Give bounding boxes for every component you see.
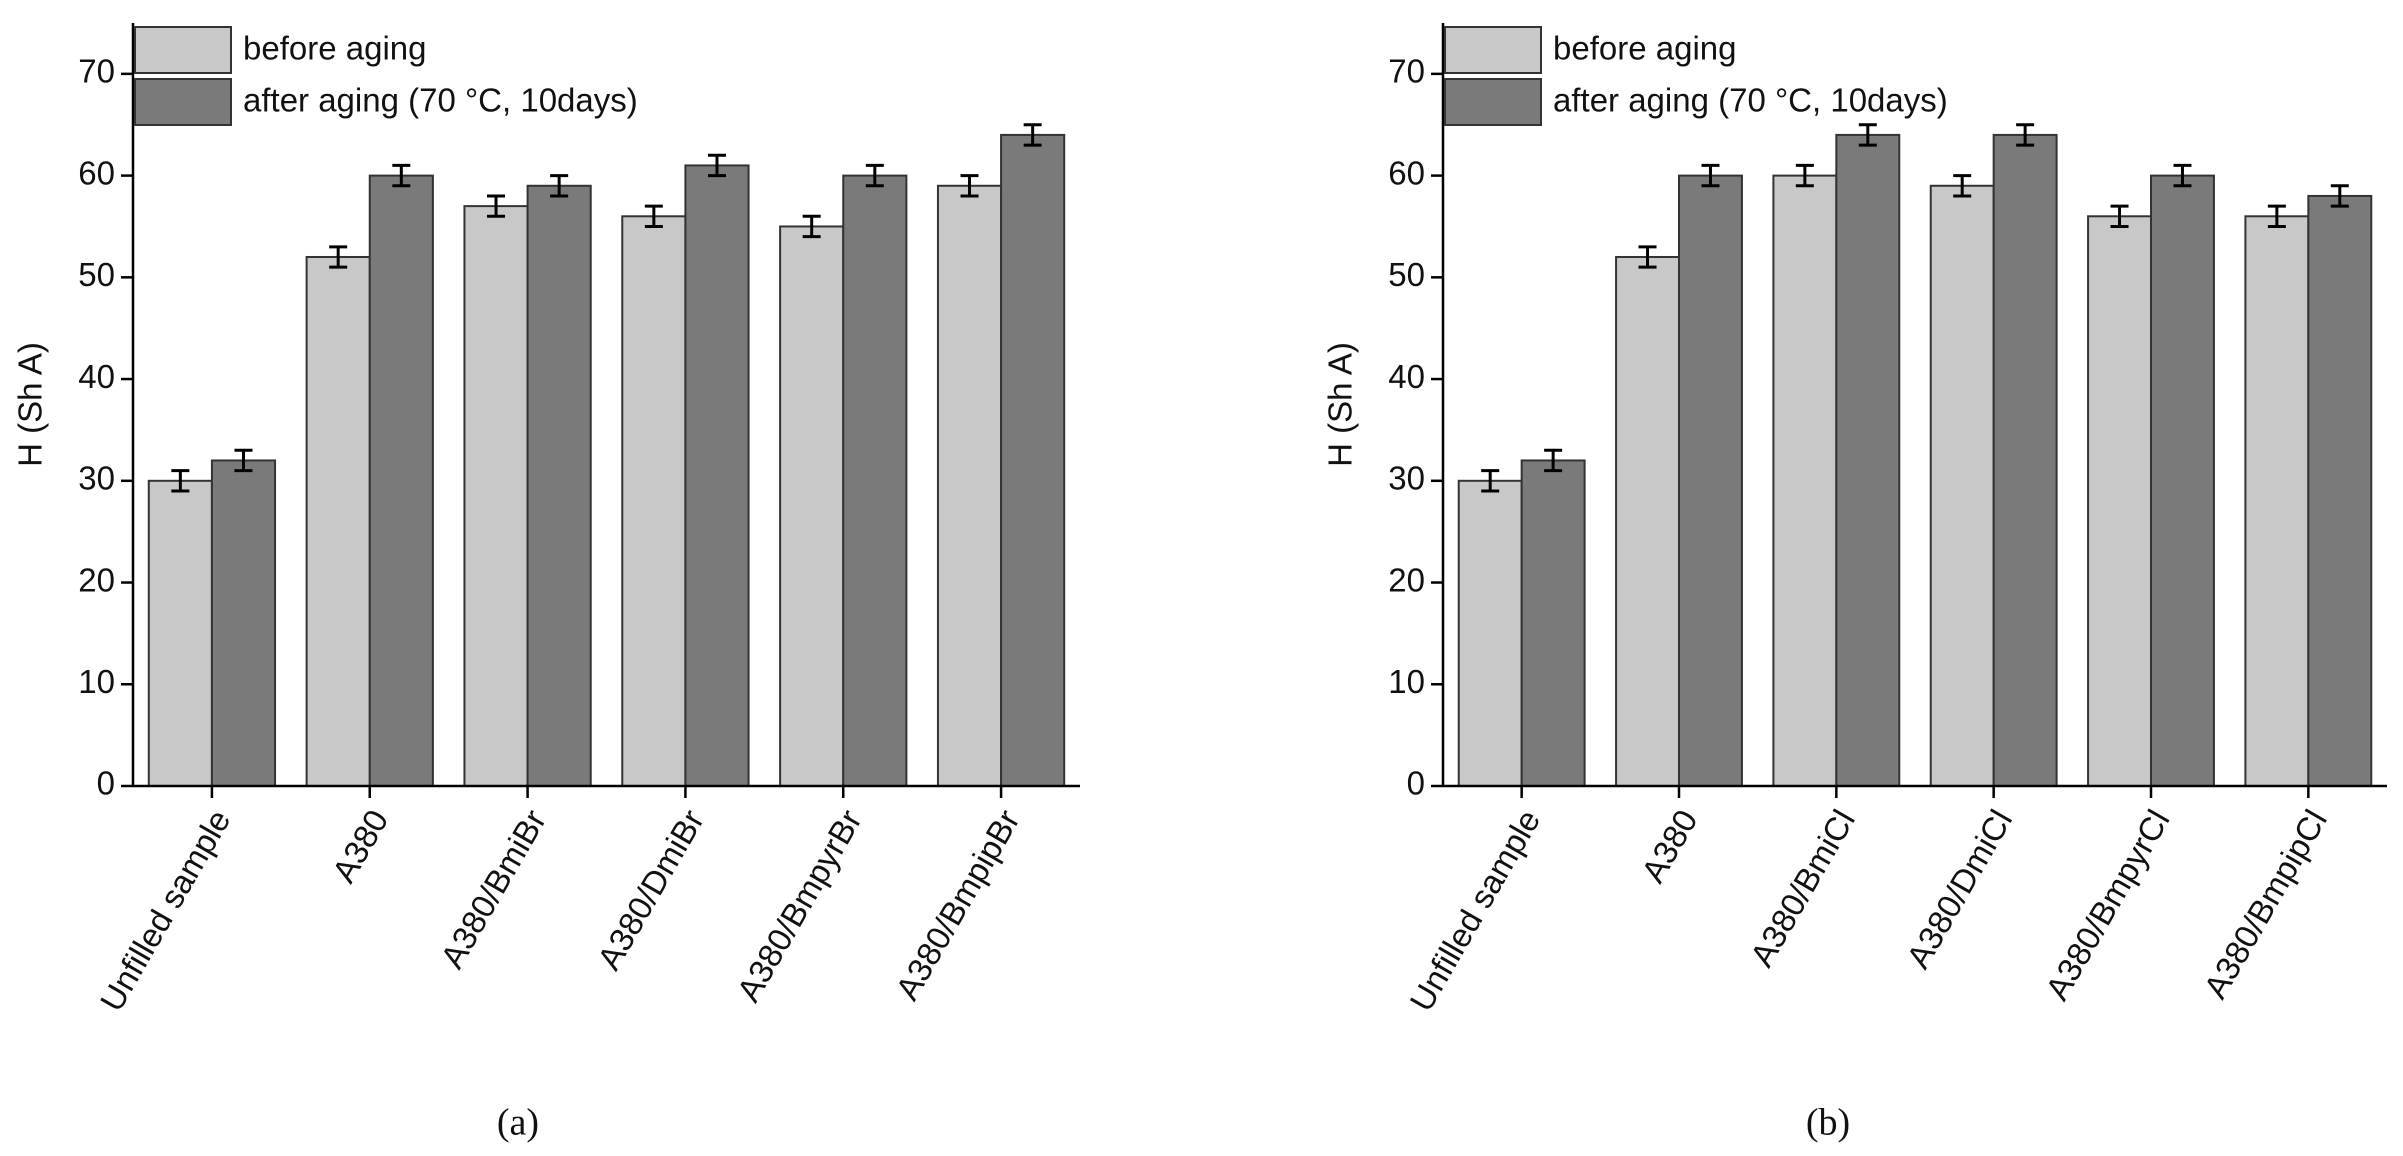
bar (2150, 174, 2215, 788)
error-bar (1023, 123, 1042, 147)
bar (779, 225, 845, 787)
error-bar (392, 163, 411, 188)
error-bar (2330, 184, 2349, 208)
y-tick-label: 60 (1388, 154, 1425, 191)
legend-label: before aging (1553, 30, 1736, 67)
bar (1615, 255, 1680, 787)
error-bar (1481, 469, 1500, 493)
y-tick-label: 50 (78, 256, 115, 293)
error-bar (865, 163, 884, 188)
bar (2307, 194, 2373, 788)
y-tick-label: 70 (78, 53, 115, 90)
bar (1992, 133, 2058, 787)
x-tick-label: A380 (325, 803, 396, 888)
legend-swatch (134, 26, 232, 74)
error-bar (234, 448, 253, 473)
legend-swatch (1444, 78, 1542, 126)
legend-label: after aging (70 °C, 10days) (243, 82, 638, 119)
y-tick-label: 10 (78, 663, 115, 700)
x-tick-label: A380/DmiCl (1899, 803, 2019, 974)
error-bar (1858, 123, 1877, 147)
bar (2244, 215, 2310, 787)
caption: (a) (497, 1102, 539, 1144)
x-tick-label: A380/BmpyrBr (730, 803, 869, 1007)
bar (842, 174, 908, 788)
error-bar (1795, 163, 1814, 188)
legend-label: before aging (243, 30, 426, 67)
y-tick-label: 20 (1388, 561, 1425, 598)
y-tick-label: 60 (78, 154, 115, 191)
y-tick-label: 70 (1388, 53, 1425, 90)
y-axis-label: H (Sh A) (12, 342, 49, 467)
bar (2087, 215, 2152, 787)
bar (1000, 133, 1066, 787)
error-bar (1701, 163, 1720, 188)
x-tick-label: A380/BmpipBr (888, 803, 1026, 1006)
error-bar (487, 194, 506, 218)
error-bar (960, 174, 979, 198)
error-bar (2110, 204, 2129, 228)
error-bar (1544, 448, 1563, 473)
error-bar (802, 214, 821, 239)
y-tick-label: 30 (78, 460, 115, 497)
x-tick-label: Unfilled sample (93, 803, 238, 1017)
error-bar (1953, 174, 1972, 198)
x-tick-label: A380/BmpipCl (2196, 803, 2334, 1004)
bar (147, 479, 213, 787)
bar (1678, 174, 1743, 788)
bar (936, 184, 1003, 788)
y-tick-label: 10 (1388, 663, 1425, 700)
bar (305, 255, 371, 787)
error-bar (550, 174, 569, 198)
y-tick-label: 30 (1388, 460, 1425, 497)
error-bar (2016, 123, 2035, 147)
bar (1835, 133, 1901, 787)
legend-label: after aging (70 °C, 10days) (1553, 82, 1948, 119)
bar (368, 174, 434, 788)
bar (526, 184, 592, 788)
error-bar (329, 245, 348, 269)
x-tick-label: A380/BmiCl (1743, 803, 1862, 972)
y-tick-label: 0 (1407, 765, 1425, 802)
bar (1457, 479, 1523, 787)
y-tick-label: 0 (97, 765, 115, 802)
error-bar (644, 204, 663, 228)
x-tick-label: A380/BmpyrCl (2038, 803, 2176, 1006)
y-tick-label: 40 (1388, 358, 1425, 395)
error-bar (2173, 163, 2192, 188)
error-bar (1638, 245, 1657, 269)
bar (621, 215, 687, 787)
y-axis-label: H (Sh A) (1322, 342, 1359, 467)
y-tick-label: 40 (78, 358, 115, 395)
bar (1929, 184, 1995, 788)
y-tick-label: 50 (1388, 256, 1425, 293)
error-bar (707, 153, 726, 178)
bar (463, 205, 529, 787)
legend-swatch (134, 78, 232, 126)
x-tick-label: A380 (1634, 803, 1705, 888)
x-tick-label: A380/DmiBr (590, 803, 711, 976)
bar (1772, 174, 1838, 788)
bar (1520, 459, 1586, 787)
caption: (b) (1806, 1102, 1850, 1144)
bar (210, 459, 277, 787)
error-bar (171, 469, 190, 493)
bar (684, 164, 750, 787)
error-bar (2267, 204, 2286, 228)
legend-swatch (1444, 26, 1542, 74)
x-tick-label: Unfilled sample (1402, 803, 1547, 1017)
x-tick-label: A380/BmiBr (433, 803, 553, 974)
y-tick-label: 20 (78, 561, 115, 598)
